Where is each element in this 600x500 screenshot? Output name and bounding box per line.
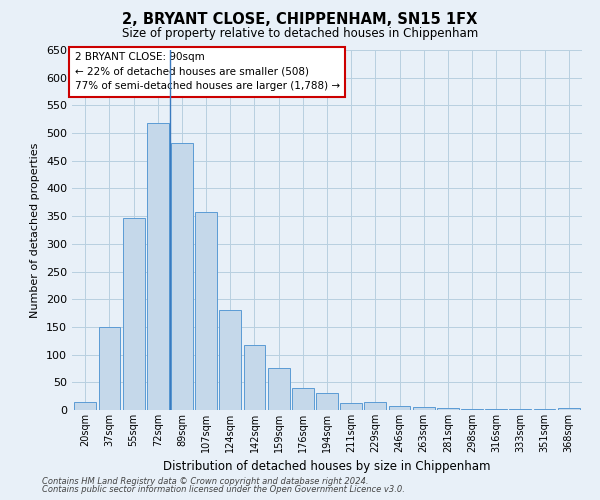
Bar (147, 123, 169, 410)
Bar (195, 212, 217, 410)
Bar (461, 409, 483, 410)
Bar (171, 143, 193, 410)
Bar (389, 406, 410, 410)
X-axis label: Distribution of detached houses by size in Chippenham: Distribution of detached houses by size … (163, 460, 491, 473)
Bar (292, 388, 314, 410)
Bar (220, 310, 241, 410)
Bar (558, 408, 580, 410)
Bar (123, 218, 145, 410)
Y-axis label: Number of detached properties: Number of detached properties (31, 142, 40, 318)
Bar (268, 368, 290, 410)
Bar (316, 394, 338, 410)
Text: 2 BRYANT CLOSE: 90sqm
← 22% of detached houses are smaller (508)
77% of semi-det: 2 BRYANT CLOSE: 90sqm ← 22% of detached … (74, 52, 340, 92)
Text: Contains HM Land Registry data © Crown copyright and database right 2024.: Contains HM Land Registry data © Crown c… (42, 477, 368, 486)
Text: Contains public sector information licensed under the Open Government Licence v3: Contains public sector information licen… (42, 486, 405, 494)
Bar (413, 407, 434, 410)
Bar (74, 402, 96, 410)
Text: 2, BRYANT CLOSE, CHIPPENHAM, SN15 1FX: 2, BRYANT CLOSE, CHIPPENHAM, SN15 1FX (122, 12, 478, 28)
Bar (364, 402, 386, 410)
Bar (244, 345, 265, 410)
Bar (340, 404, 362, 410)
Text: Size of property relative to detached houses in Chippenham: Size of property relative to detached ho… (122, 28, 478, 40)
Bar (98, 327, 121, 410)
Bar (437, 408, 459, 410)
